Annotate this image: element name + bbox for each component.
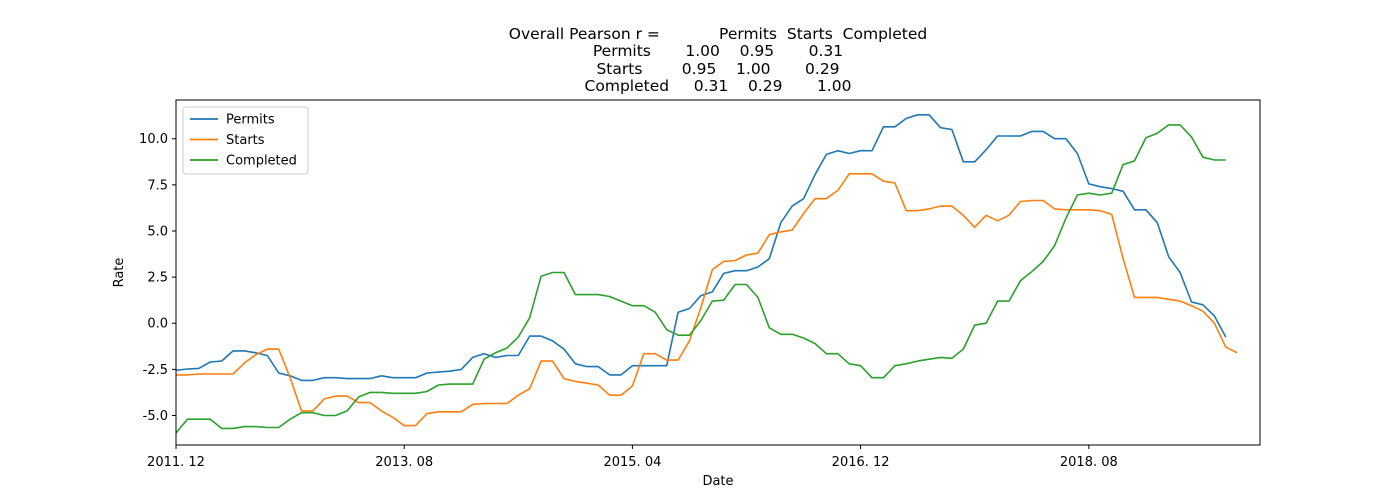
y-tick-label: 5.0 (147, 224, 168, 239)
chart-title-block: Overall Pearson r = Permits Starts Compl… (509, 25, 927, 95)
x-tick-label: 2016. 12 (832, 455, 890, 470)
series-lines (175, 114, 1238, 434)
legend-label: Completed (226, 154, 297, 169)
plot-area-frame (175, 99, 1261, 446)
x-tick-label: 2011. 12 (147, 455, 205, 470)
legend-label: Permits (226, 113, 275, 128)
y-axis-label: Rate (112, 258, 127, 288)
y-tick-label: 2.5 (147, 271, 168, 286)
x-tick-label: 2015. 04 (603, 455, 661, 470)
y-tick-label: 7.5 (147, 178, 168, 193)
title-line: Completed 0.31 0.29 1.00 (585, 77, 852, 95)
series-line-starts (176, 173, 1238, 427)
y-axis-ticks: -5.0 -2.5 0.0 2.5 5.0 7.5 10.0 (139, 132, 176, 424)
y-tick-label: -2.5 (143, 363, 168, 378)
legend: Permits Starts Completed (182, 106, 309, 175)
x-tick-label: 2013. 08 (375, 455, 433, 470)
legend-box (182, 106, 309, 175)
series-line-permits (175, 114, 1227, 382)
title-line: Starts 0.95 1.00 0.29 (596, 60, 839, 78)
y-tick-label: 0.0 (147, 317, 168, 332)
title-line: Overall Pearson r = Permits Starts Compl… (509, 25, 927, 43)
series-line-completed (175, 124, 1226, 434)
x-axis-label: Date (702, 474, 733, 489)
legend-label: Starts (226, 133, 265, 148)
y-tick-label: 10.0 (139, 132, 168, 147)
x-axis-ticks: 2011. 12 2013. 08 2015. 04 2016. 12 2018. 08 (147, 445, 1118, 470)
x-tick-label: 2018. 08 (1060, 455, 1118, 470)
y-tick-label: -5.0 (143, 409, 168, 424)
title-line: Permits 1.00 0.95 0.31 (593, 42, 843, 60)
